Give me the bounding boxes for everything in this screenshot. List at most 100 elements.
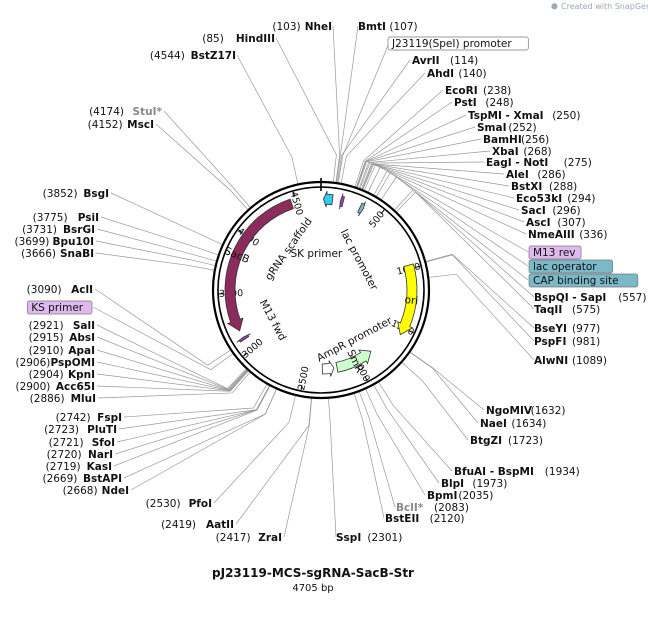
site-bspqi-sapi: BspQI - SapI (557) [534, 292, 646, 304]
site-bfuai-bspmi: BfuAI - BspMI (1934) [454, 466, 580, 478]
site-position: (296) [552, 205, 580, 217]
site-position: (2669) [42, 473, 77, 485]
site-eagi-noti: EagI - NotI (275) [486, 157, 592, 169]
feature-grna-scaffold [323, 191, 334, 208]
site-name: PfoI [189, 498, 212, 510]
site-position: (575) [572, 304, 600, 316]
site-name: HindIII [236, 33, 275, 45]
site-position: (2417) [216, 532, 251, 544]
site-acc65i: Acc65I (2900) [15, 381, 95, 393]
site-bseyi: BseYI (977) [534, 323, 600, 335]
site-psti: PstI (248) [454, 97, 514, 109]
feature-label-box [528, 273, 639, 288]
leader-line [92, 306, 233, 371]
leader-line [359, 161, 485, 189]
leader-line [357, 138, 482, 188]
site-position: (2530) [146, 498, 181, 510]
leader-line [429, 273, 535, 361]
leader-line [96, 349, 248, 391]
site-name: FspI [97, 412, 122, 424]
site-blpi: BlpI (1973) [441, 478, 507, 490]
site-position: (2910) [29, 345, 64, 357]
site-name: BstAPI [83, 473, 122, 485]
site-position: (294) [567, 193, 595, 205]
site-psii: PsiI (3775) [33, 212, 99, 224]
site-name: NdeI [102, 485, 129, 497]
site-name: KasI [87, 461, 112, 473]
site-name: SalI [73, 320, 95, 332]
scale-tick [415, 265, 421, 268]
site-bamhi: BamHI (256) [483, 134, 549, 146]
feature-lac-promoter [357, 201, 366, 217]
site-asci: AscI (307) [526, 217, 586, 229]
leader-line [336, 25, 359, 183]
scale-tick [300, 385, 303, 391]
site-name: BpmI [427, 490, 457, 502]
site-name: PluTI [87, 424, 117, 436]
site-pfoi: PfoI (2530) [146, 498, 212, 510]
site-position: (1634) [511, 418, 546, 430]
site-position: (2921) [29, 320, 64, 332]
site-name: AlwNI [534, 355, 568, 367]
site-position: (107) [389, 21, 417, 33]
site-snabi: SnaBI (3666) [21, 248, 94, 260]
site-ks-primer: KS primer [26, 300, 93, 315]
scale-tick [243, 352, 248, 357]
site-position: (2723) [44, 424, 79, 436]
site-position: (2721) [49, 437, 84, 449]
site-ahdi: AhdI (140) [427, 68, 487, 80]
site-nmeaiii: NmeAIII (336) [528, 229, 607, 241]
leader-line [367, 167, 527, 235]
leader-line [361, 163, 510, 190]
site-name: EcoRI [445, 85, 478, 97]
site-labels: NheI (103) BmtI (107) HindIII (85) J23119(SpeI… [14, 21, 646, 544]
feature-name: lac operator [533, 261, 597, 273]
scale-tick [380, 209, 385, 215]
site-name: BclI* [396, 502, 424, 514]
site-name: StuI* [133, 106, 163, 118]
leader-line [426, 253, 535, 329]
feature-smr [335, 349, 372, 373]
site-name: AvrII [412, 55, 440, 67]
leader-line [396, 191, 535, 310]
leader-line [96, 324, 247, 390]
site-position: (2120) [430, 513, 465, 525]
site-position: (2083) [434, 502, 469, 514]
scale-tick [364, 376, 368, 382]
site-position: (1089) [572, 355, 607, 367]
site-position: (2886) [30, 393, 65, 405]
site-name: AscI [526, 217, 551, 229]
feature-name: CAP binding site [533, 275, 619, 287]
site-apai: ApaI (2910) [29, 345, 95, 357]
site-ndei: NdeI (2668) [63, 485, 129, 497]
site-name: NarI [88, 449, 113, 461]
site-eco53ki: Eco53kI (294) [516, 193, 595, 205]
site-cap-binding-site: CAP binding site [528, 273, 639, 288]
site-position: (1723) [508, 435, 543, 447]
site-position: (3775) [33, 212, 68, 224]
site-msci: MscI (4152) [88, 119, 154, 131]
feature-label-sk-primer: SK primer [290, 248, 342, 260]
site-position: (3699) [14, 236, 49, 248]
site-kpni: KpnI (2904) [29, 369, 95, 381]
site-position: (248) [485, 97, 513, 109]
site-name: BsrGI [63, 224, 95, 236]
site-nhei: NheI (103) [272, 21, 332, 33]
site-name: BstEII [385, 513, 419, 525]
leader-line [356, 126, 476, 188]
scale-tick [408, 330, 414, 334]
site-position: (2742) [56, 412, 91, 424]
site-bstxi: BstXI (288) [511, 181, 577, 193]
site-name: MscI [127, 119, 154, 131]
site-name: SfoI [92, 437, 115, 449]
scale-tick [292, 191, 296, 197]
site-bstapi: BstAPI (2669) [42, 473, 122, 485]
site-sfoi: SfoI (2721) [49, 437, 115, 449]
feature-name: KS primer [31, 302, 83, 314]
snapgene-logo-icon: ⬢ [551, 2, 558, 11]
leader-line [97, 372, 251, 399]
site-pluti: PluTI (2723) [44, 424, 117, 436]
leader-line [235, 398, 312, 525]
site-name: AleI [506, 169, 529, 181]
leader-line [213, 395, 296, 504]
